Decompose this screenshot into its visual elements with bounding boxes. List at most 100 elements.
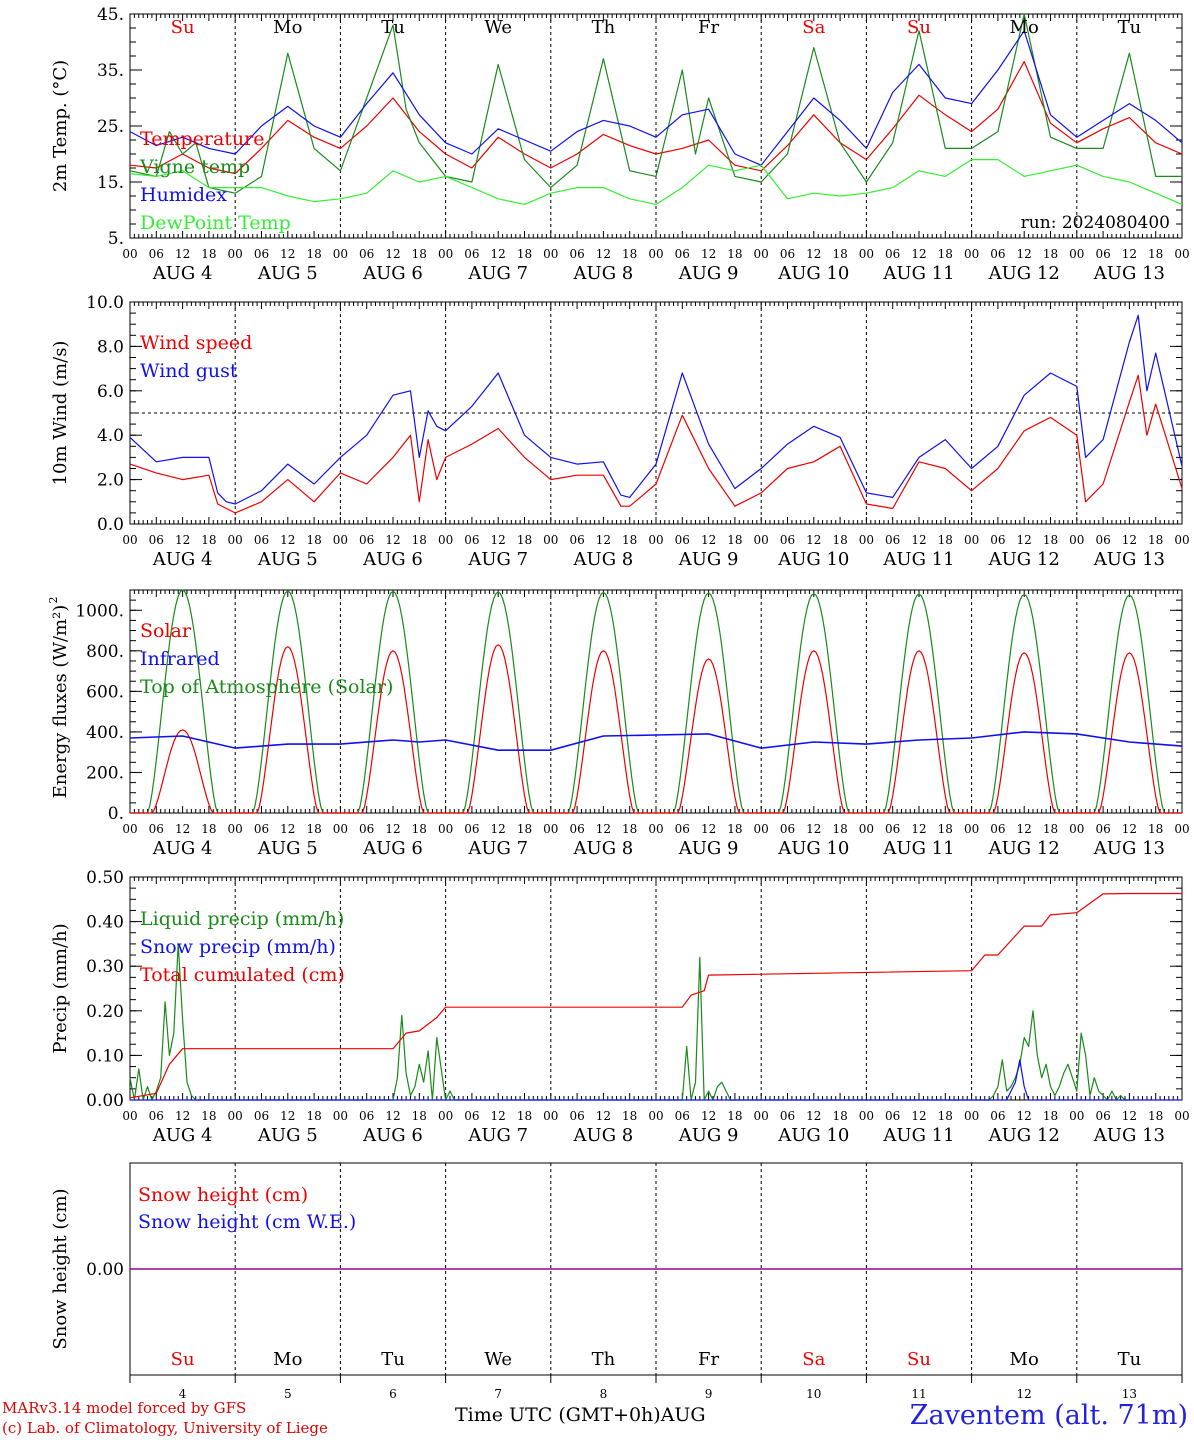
y-tick-label: 0.20: [86, 1002, 124, 1022]
date-label: AUG 11: [882, 1125, 954, 1146]
hour-tick-label: 18: [727, 1109, 742, 1123]
hour-tick-label: 06: [1095, 1109, 1110, 1123]
date-label: AUG 10: [777, 549, 849, 570]
day-number-label: 10: [806, 1387, 821, 1400]
hour-tick-label: 06: [990, 1109, 1005, 1123]
hour-tick-label: 00: [859, 1109, 874, 1123]
hour-tick-label: 00: [438, 1109, 453, 1123]
hour-tick-label: 12: [175, 533, 190, 547]
legend-entry: Humidex: [140, 184, 227, 206]
date-label: AUG 7: [467, 549, 528, 570]
day-abbr-label: Mo: [273, 1349, 302, 1370]
legend-entry: Infrared: [140, 648, 220, 670]
hour-tick-label: 06: [885, 822, 900, 836]
hour-tick-label: 06: [359, 533, 374, 547]
day-abbr-label: Fr: [698, 1349, 719, 1370]
hour-tick-label: 12: [701, 822, 716, 836]
hour-tick-label: 12: [596, 533, 611, 547]
hour-tick-label: 12: [1017, 822, 1032, 836]
date-label: AUG 5: [257, 1125, 318, 1146]
hour-tick-label: 12: [806, 1109, 821, 1123]
day-abbr-label: Sa: [802, 1349, 825, 1370]
series-line-infrared: [129, 731, 1183, 752]
hour-tick-label: 00: [228, 247, 243, 261]
hour-tick-label: 12: [385, 1109, 400, 1123]
hour-tick-label: 12: [1122, 533, 1137, 547]
y-axis-label: 10m Wind (m/s): [50, 341, 71, 486]
hour-tick-label: 18: [938, 822, 953, 836]
hour-tick-label: 18: [938, 1109, 953, 1123]
day-number-label: 9: [705, 1387, 713, 1400]
y-tick-label: 0.50: [86, 868, 124, 888]
hour-tick-label: 12: [806, 822, 821, 836]
date-label: AUG 8: [573, 1125, 634, 1146]
date-label: AUG 4: [152, 263, 213, 284]
day-number-label: 8: [600, 1387, 608, 1400]
hour-tick-label: 18: [1043, 822, 1058, 836]
hour-tick-label: 18: [1043, 533, 1058, 547]
hour-tick-label: 06: [675, 822, 690, 836]
hour-tick-label: 00: [543, 822, 558, 836]
date-label: AUG 11: [882, 838, 954, 859]
hour-tick-label: 12: [1017, 533, 1032, 547]
y-tick-label: 0.0: [97, 515, 124, 535]
hour-tick-label: 06: [675, 533, 690, 547]
hour-tick-label: 18: [306, 533, 321, 547]
day-abbr-label: Sa: [802, 17, 825, 38]
hour-tick-label: 06: [1095, 247, 1110, 261]
hour-tick-label: 00: [228, 1109, 243, 1123]
legend-entry: DewPoint Temp: [140, 212, 291, 234]
hour-tick-label: 18: [727, 533, 742, 547]
hour-tick-label: 12: [911, 822, 926, 836]
series-line-wind-speed: [129, 374, 1183, 514]
y-tick-label: 0.: [108, 804, 124, 824]
y-tick-label: 0.40: [86, 913, 124, 933]
date-label: AUG 6: [362, 1125, 423, 1146]
legend-entry: Wind gust: [140, 360, 238, 382]
day-number-label: 4: [179, 1387, 187, 1400]
hour-tick-label: 18: [622, 1109, 637, 1123]
hour-tick-label: 06: [1095, 533, 1110, 547]
legend-entry: Top of Atmosphere (Solar): [140, 676, 393, 698]
series-line-top-of-atmosphere: [130, 589, 1182, 814]
legend-entry: Temperature: [140, 128, 264, 150]
hour-tick-label: 18: [201, 247, 216, 261]
day-number-label: 12: [1017, 1387, 1032, 1400]
hour-tick-label: 12: [911, 1109, 926, 1123]
date-label: AUG 12: [988, 263, 1060, 284]
series-line-vigne-temp: [129, 13, 1182, 194]
hour-tick-label: 18: [622, 822, 637, 836]
y-axis-label: Precip (mm/h): [50, 923, 71, 1053]
y-axis-label-exponent: 2: [47, 597, 60, 604]
hour-tick-label: 00: [964, 533, 979, 547]
series-line-wind-gust: [129, 314, 1183, 505]
hour-tick-label: 12: [491, 533, 506, 547]
legend-entry: Snow height (cm): [138, 1184, 308, 1206]
date-label: AUG 6: [362, 838, 423, 859]
date-label: AUG 8: [573, 838, 634, 859]
hour-tick-label: 06: [780, 247, 795, 261]
hour-tick-label: 06: [885, 1109, 900, 1123]
hour-tick-label: 18: [306, 822, 321, 836]
hour-tick-label: 12: [701, 1109, 716, 1123]
day-number-label: 13: [1122, 1387, 1137, 1400]
day-abbr-label: Su: [907, 1349, 931, 1370]
hour-tick-label: 06: [569, 1109, 584, 1123]
date-label: AUG 8: [573, 549, 634, 570]
hour-tick-label: 00: [333, 1109, 348, 1123]
hour-tick-label: 18: [938, 533, 953, 547]
hour-tick-label: 12: [1122, 1109, 1137, 1123]
hour-tick-label: 12: [491, 1109, 506, 1123]
date-label: AUG 7: [467, 838, 528, 859]
legend-entry: Wind speed: [140, 332, 252, 354]
hour-tick-label: 06: [885, 247, 900, 261]
hour-tick-label: 18: [727, 247, 742, 261]
hour-tick-label: 00: [228, 533, 243, 547]
y-axis-label: Energy fluxes (W/m²): [50, 605, 71, 799]
hour-tick-label: 18: [1148, 247, 1163, 261]
hour-tick-label: 00: [859, 533, 874, 547]
hour-tick-label: 00: [648, 822, 663, 836]
date-label: AUG 4: [152, 549, 213, 570]
hour-tick-label: 00: [228, 822, 243, 836]
hour-tick-label: 18: [201, 533, 216, 547]
